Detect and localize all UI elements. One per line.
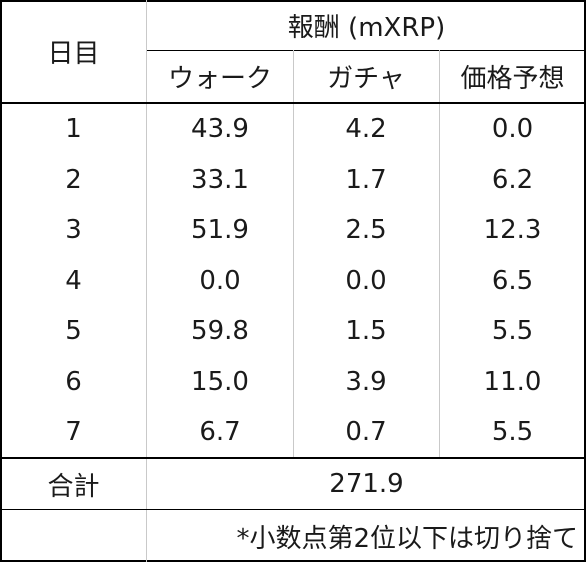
divider-reward-subheader [147, 50, 586, 51]
header-day: 日目 [47, 39, 100, 69]
cell-price-prediction: 6.2 [491, 164, 534, 195]
cell-price-prediction: 12.3 [483, 215, 542, 246]
cell-price-prediction: 6.5 [491, 265, 534, 296]
cell-price-prediction: 11.0 [483, 366, 542, 397]
cell-walk: 15.0 [191, 366, 249, 397]
cell-gacha: 2.5 [345, 215, 387, 246]
cell-day: 5 [65, 316, 82, 347]
footnote: *小数点第2位以下は切り捨て [236, 523, 578, 554]
cell-gacha: 0.0 [345, 265, 387, 296]
cell-walk: 59.8 [191, 316, 249, 347]
cell-walk: 51.9 [191, 215, 249, 246]
divider-body-total [0, 457, 586, 459]
cell-gacha: 1.5 [345, 316, 387, 347]
cell-day: 7 [65, 417, 82, 448]
header-gacha: ガチャ [327, 64, 405, 94]
cell-price-prediction: 5.5 [491, 316, 534, 347]
divider-walk-gacha [293, 50, 294, 458]
cell-gacha: 1.7 [345, 164, 387, 195]
cell-price-prediction: 0.0 [491, 114, 534, 145]
header-walk: ウォーク [167, 64, 272, 94]
header-reward: 報酬 (mXRP) [287, 12, 446, 43]
border-top [0, 0, 586, 2]
cell-day: 3 [65, 215, 82, 246]
divider-header-body [0, 102, 586, 104]
cell-gacha: 0.7 [345, 417, 387, 448]
divider-day-column [146, 0, 147, 562]
border-left [0, 0, 2, 562]
divider-gacha-price [439, 50, 440, 458]
header-price-prediction: 価格予想 [460, 64, 565, 94]
cell-day: 1 [65, 114, 82, 145]
cell-walk: 43.9 [191, 114, 249, 145]
cell-walk: 6.7 [199, 417, 241, 448]
cell-day: 6 [65, 366, 82, 397]
total-label: 合計 [47, 471, 100, 502]
cell-day: 4 [65, 265, 82, 296]
total-value: 271.9 [329, 469, 404, 499]
cell-day: 2 [65, 164, 82, 195]
cell-walk: 33.1 [191, 164, 249, 195]
cell-price-prediction: 5.5 [491, 417, 534, 448]
cell-gacha: 3.9 [345, 366, 387, 397]
divider-total-note [0, 509, 586, 510]
cell-gacha: 4.2 [345, 114, 387, 145]
border-bottom [0, 560, 586, 562]
cell-walk: 0.0 [199, 265, 241, 296]
border-right [584, 0, 586, 562]
